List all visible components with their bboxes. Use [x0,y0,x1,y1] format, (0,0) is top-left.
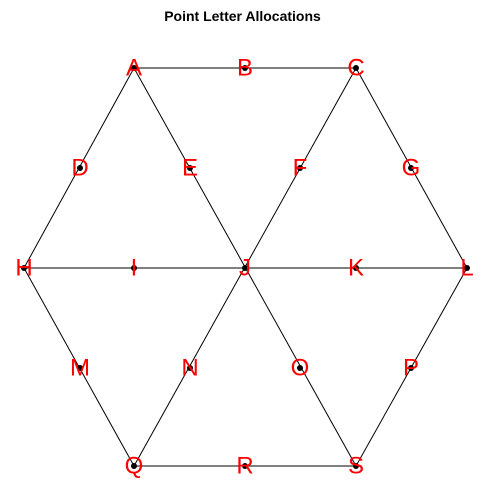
point-h [21,265,27,271]
points-layer [21,65,470,469]
point-label-r: R [236,453,253,480]
point-label-o: O [291,355,310,382]
point-l [464,265,470,271]
point-b [242,65,248,71]
point-label-k: K [348,255,364,282]
point-label-a: A [126,55,142,82]
point-i [131,265,137,271]
point-m [77,365,83,371]
point-label-b: B [237,55,253,82]
point-a [131,65,137,71]
point-label-c: C [347,55,364,82]
point-f [297,165,303,171]
point-c [353,65,359,71]
point-q [131,463,137,469]
point-label-g: G [402,155,421,182]
labels-layer: A B C D E F G H I J K L M N O P Q R S [15,55,473,480]
point-j [242,265,248,271]
point-r [242,463,248,469]
point-d [77,165,83,171]
point-k [353,265,359,271]
point-label-l: L [460,255,473,282]
point-label-d: D [71,155,88,182]
point-g [408,165,414,171]
point-label-p: P [403,355,419,382]
point-e [187,165,193,171]
point-o [297,365,303,371]
point-label-e: E [182,155,198,182]
point-label-i: I [131,255,138,282]
point-n [187,365,193,371]
point-label-q: Q [125,453,144,480]
point-p [408,365,414,371]
point-label-s: S [348,453,364,480]
point-label-h: H [15,255,32,282]
point-label-j: J [239,255,251,282]
point-label-m: M [70,355,90,382]
point-label-f: F [293,155,308,182]
point-s [353,463,359,469]
diagram-title: Point Letter Allocations [164,8,321,24]
point-label-n: N [181,355,198,382]
